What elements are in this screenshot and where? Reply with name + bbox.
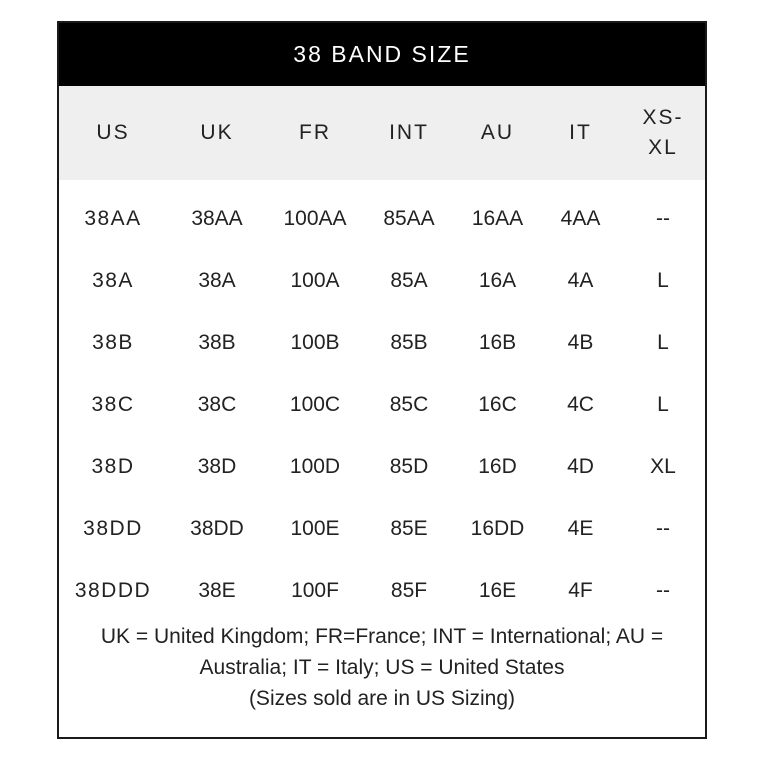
cell-au: 16AA — [471, 207, 524, 230]
table-row: 38A 38A 100A 85A 16A 4A L — [59, 250, 705, 312]
table-row: 38DDD 38E 100F 85F 16E 4F -- — [59, 560, 705, 622]
cell-uk: 38E — [198, 579, 236, 602]
table-row: 38C 38C 100C 85C 16C 4C L — [59, 374, 705, 436]
table-row: 38D 38D 100D 85D 16D 4D XL — [59, 436, 705, 498]
cell-it: 4B — [567, 331, 594, 354]
header-row: US UK FR INT AU IT XS-XL — [59, 86, 705, 180]
cell-it: 4AA — [560, 207, 601, 230]
cell-fr: 100AA — [283, 207, 347, 230]
cell-fr: 100D — [289, 455, 341, 478]
table-row: 38DD 38DD 100E 85E 16DD 4E -- — [59, 498, 705, 560]
cell-uk: 38A — [198, 269, 236, 292]
table-row: 38B 38B 100B 85B 16B 4B L — [59, 312, 705, 374]
cell-uk: 38AA — [191, 207, 243, 230]
size-chart: 38 BAND SIZE US UK FR INT AU IT XS-XL 38AA 38AA… — [57, 21, 707, 739]
footnote-note: (Sizes sold are in US Sizing) — [248, 687, 516, 710]
cell-au: 16D — [478, 455, 517, 478]
column-header-it: IT — [569, 121, 592, 144]
cell-us: 38C — [91, 393, 135, 416]
cell-it: 4A — [567, 269, 594, 292]
column-header-int: INT — [389, 121, 429, 144]
cell-it: 4F — [568, 579, 593, 602]
cell-xs-xl: L — [657, 393, 669, 416]
cell-uk: 38C — [197, 393, 237, 416]
cell-fr: 100A — [290, 269, 340, 292]
cell-it: 4C — [567, 393, 594, 416]
cell-int: 85B — [390, 331, 428, 354]
cell-it: 4D — [567, 455, 594, 478]
cell-xs-xl: L — [657, 269, 669, 292]
column-header-au: AU — [480, 121, 515, 144]
column-header-us: US — [96, 121, 130, 144]
cell-it: 4E — [567, 517, 594, 540]
cell-int: 85D — [389, 455, 429, 478]
cell-au: 16DD — [470, 517, 525, 540]
cell-xs-xl: XL — [650, 455, 676, 478]
cell-fr: 100C — [289, 393, 341, 416]
table-row: 38AA 38AA 100AA 85AA 16AA 4AA -- — [59, 180, 705, 250]
cell-us: 38D — [91, 455, 135, 478]
cell-us: 38DD — [83, 517, 143, 540]
column-header-xs-xl: XS-XL — [642, 106, 684, 159]
cell-fr: 100F — [291, 579, 339, 602]
footnote: UK = United Kingdom; FR=France; INT = In… — [59, 621, 705, 714]
cell-us: 38AA — [84, 207, 142, 230]
cell-xs-xl: L — [657, 331, 669, 354]
cell-int: 85F — [390, 579, 428, 602]
column-header-fr: FR — [299, 121, 331, 144]
cell-fr: 100B — [290, 331, 340, 354]
cell-int: 85A — [390, 269, 428, 292]
cell-fr: 100E — [290, 517, 340, 540]
cell-int: 85E — [390, 517, 428, 540]
cell-xs-xl: -- — [656, 207, 670, 230]
cell-int: 85AA — [383, 207, 435, 230]
cell-uk: 38DD — [190, 517, 244, 540]
cell-us: 38A — [92, 269, 134, 292]
size-table: US UK FR INT AU IT XS-XL 38AA 38AA 100AA 85AA 16AA… — [59, 86, 705, 622]
cell-us: 38DDD — [74, 579, 152, 602]
cell-int: 85C — [389, 393, 429, 416]
cell-au: 16A — [478, 269, 517, 292]
cell-xs-xl: -- — [656, 517, 670, 540]
cell-au: 16C — [478, 393, 517, 416]
cell-au: 16B — [478, 331, 517, 354]
footnote-legend: UK = United Kingdom; FR=France; INT = In… — [100, 625, 664, 679]
cell-us: 38B — [92, 331, 134, 354]
chart-title: 38 BAND SIZE — [59, 23, 705, 86]
cell-uk: 38B — [198, 331, 236, 354]
cell-uk: 38D — [197, 455, 237, 478]
cell-xs-xl: -- — [656, 579, 670, 602]
cell-au: 16E — [478, 579, 517, 602]
column-header-uk: UK — [200, 121, 234, 144]
